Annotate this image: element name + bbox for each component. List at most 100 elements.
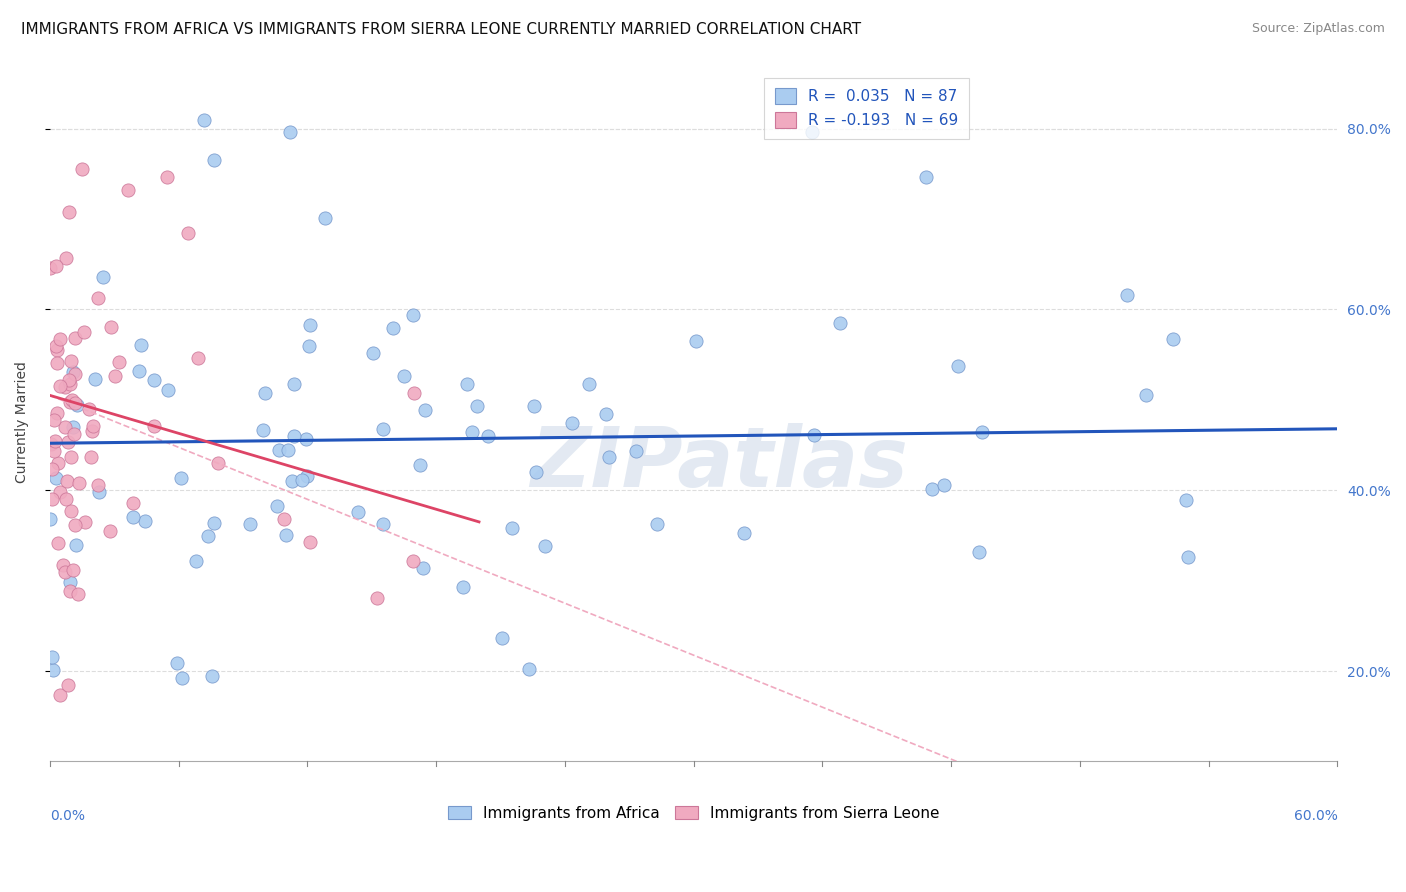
Point [273, 512, 295, 526]
Point [45, 471, 67, 485]
Point [63, 518, 86, 533]
Point [598, 450, 620, 465]
Point [55, 252, 77, 266]
Point [277, 443, 299, 458]
Point [104, 369, 127, 384]
Point [202, 516, 225, 531]
Point [170, 471, 193, 485]
Point [647, 517, 669, 532]
Point [44, 444, 66, 458]
Point [62, 420, 84, 434]
Point [803, 428, 825, 442]
Text: Source: ZipAtlas.com: Source: ZipAtlas.com [1251, 22, 1385, 36]
Point [134, 514, 156, 528]
Point [45, 406, 67, 420]
Point [143, 419, 166, 434]
Point [517, 662, 540, 676]
Point [915, 169, 938, 184]
Point [402, 309, 425, 323]
Point [239, 517, 262, 532]
Point [298, 339, 321, 353]
Point [314, 211, 336, 225]
Point [501, 521, 523, 535]
Point [60, 504, 83, 518]
Point [253, 385, 276, 400]
Point [347, 505, 370, 519]
Point [46, 535, 69, 549]
Point [142, 373, 165, 387]
Point [91, 269, 114, 284]
Point [274, 528, 297, 542]
Point [412, 561, 434, 575]
Point [39, 261, 62, 276]
Point [80, 425, 103, 439]
Point [41, 649, 63, 664]
Point [461, 425, 484, 440]
Point [49, 688, 72, 702]
Point [53, 420, 76, 434]
Point [87, 291, 110, 305]
Point [404, 385, 426, 400]
Point [281, 474, 304, 488]
Point [523, 399, 546, 413]
Point [58, 373, 80, 387]
Point [41, 491, 63, 506]
Point [1115, 288, 1137, 302]
Point [49, 379, 72, 393]
Point [1161, 332, 1184, 346]
Point [46, 343, 69, 358]
Point [128, 364, 150, 378]
Point [63, 426, 86, 441]
Point [187, 351, 209, 366]
Point [382, 321, 405, 335]
Point [207, 456, 229, 470]
Point [266, 499, 288, 513]
Point [361, 346, 384, 360]
Point [58, 394, 80, 409]
Point [80, 450, 103, 465]
Text: IMMIGRANTS FROM AFRICA VS IMMIGRANTS FROM SIERRA LEONE CURRENTLY MARRIED CORRELA: IMMIGRANTS FROM AFRICA VS IMMIGRANTS FRO… [21, 22, 862, 37]
Point [371, 422, 394, 436]
Point [59, 354, 82, 368]
Point [177, 226, 200, 240]
Point [46, 356, 69, 370]
Point [58, 205, 80, 219]
Point [624, 443, 647, 458]
Point [298, 535, 321, 549]
Point [595, 407, 617, 421]
Text: 60.0%: 60.0% [1294, 809, 1337, 822]
Point [59, 376, 82, 391]
Text: ZIPatlas: ZIPatlas [530, 423, 908, 504]
Text: 0.0%: 0.0% [49, 809, 84, 822]
Point [828, 316, 851, 330]
Point [72, 325, 94, 339]
Y-axis label: Currently Married: Currently Married [15, 361, 30, 483]
Point [59, 574, 82, 589]
Point [685, 334, 707, 348]
Point [534, 539, 557, 553]
Point [62, 366, 84, 380]
Point [921, 482, 943, 496]
Point [66, 587, 89, 601]
Point [491, 632, 513, 646]
Point [67, 476, 90, 491]
Point [456, 376, 478, 391]
Point [252, 423, 274, 437]
Point [87, 485, 110, 500]
Point [972, 425, 994, 439]
Point [39, 437, 62, 451]
Point [934, 478, 956, 492]
Point [560, 416, 582, 430]
Point [156, 170, 179, 185]
Point [42, 412, 65, 426]
Point [524, 465, 547, 479]
Point [84, 372, 107, 386]
Point [60, 450, 83, 464]
Point [186, 554, 208, 568]
Point [65, 538, 87, 552]
Point [1177, 550, 1199, 565]
Point [56, 435, 79, 450]
Point [283, 428, 305, 442]
Point [53, 380, 76, 394]
Point [108, 355, 131, 369]
